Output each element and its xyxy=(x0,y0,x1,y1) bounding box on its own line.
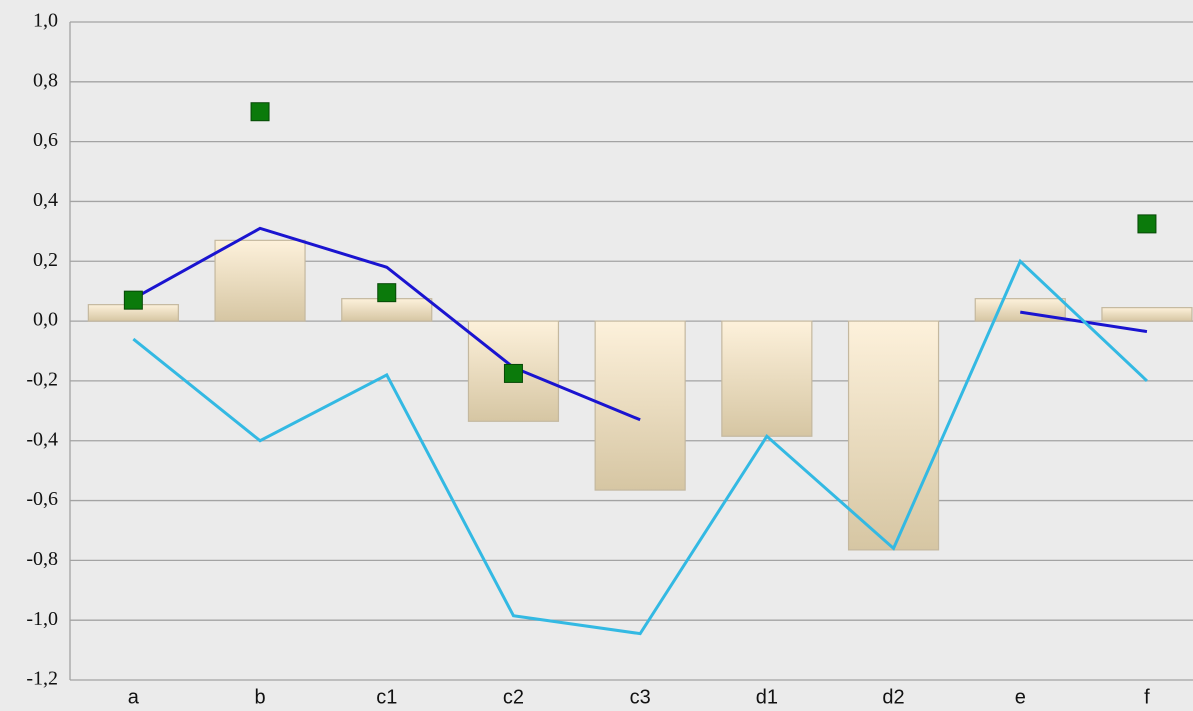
x-tick-label: d2 xyxy=(882,686,904,708)
marker xyxy=(377,283,397,303)
y-tick-label: 0,8 xyxy=(33,69,58,91)
bar xyxy=(1101,307,1193,322)
y-tick-label: -0,8 xyxy=(26,548,58,570)
x-tick-label: c2 xyxy=(503,686,524,708)
y-tick-label: -0,4 xyxy=(26,428,58,450)
y-tick-label: 0,4 xyxy=(33,189,58,211)
bar xyxy=(594,320,686,491)
marker xyxy=(503,363,523,383)
marker xyxy=(250,102,270,122)
y-tick-label: 1,0 xyxy=(33,10,58,32)
y-tick-label: 0,6 xyxy=(33,129,58,151)
marker xyxy=(1137,214,1157,234)
x-tick-label: d1 xyxy=(756,686,778,708)
bar xyxy=(214,239,306,322)
x-tick-label: a xyxy=(128,686,140,708)
marker xyxy=(123,290,143,310)
y-tick-label: -1,0 xyxy=(26,608,58,630)
y-tick-label: -1,2 xyxy=(26,668,58,690)
x-tick-label: c1 xyxy=(376,686,397,708)
x-tick-label: e xyxy=(1015,686,1026,708)
y-tick-label: 0,0 xyxy=(33,309,58,331)
x-tick-label: f xyxy=(1144,686,1150,708)
y-tick-label: -0,2 xyxy=(26,369,58,391)
line xyxy=(132,258,1148,636)
bar xyxy=(721,320,813,437)
x-tick-label: b xyxy=(254,686,265,708)
bar xyxy=(847,320,940,551)
y-tick-label: -0,6 xyxy=(26,488,58,510)
x-tick-label: c3 xyxy=(630,686,651,708)
y-tick-label: 0,2 xyxy=(33,249,58,271)
